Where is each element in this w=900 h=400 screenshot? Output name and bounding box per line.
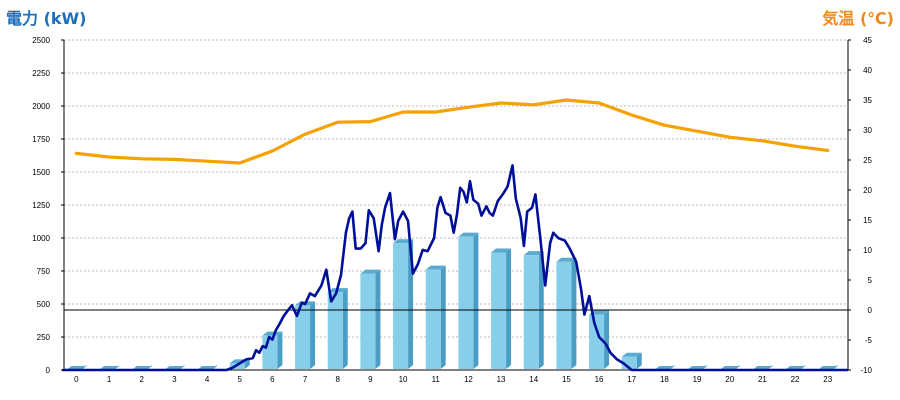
y-right-tick-label: 45: [863, 36, 872, 45]
power-bar: [425, 265, 446, 369]
y-right-tick-label: 10: [863, 246, 872, 255]
x-tick-label: 18: [660, 375, 669, 384]
y-right-tick-label: 25: [863, 156, 872, 165]
x-tick-label: 8: [336, 375, 341, 384]
power-bar-front: [262, 335, 278, 369]
right-axis-title: 気温 (℃): [822, 9, 894, 28]
power-bar: [458, 232, 479, 369]
power-bar-front: [556, 261, 572, 369]
y-right-tick-label: 30: [863, 126, 872, 135]
power-bar: [621, 352, 642, 369]
power-bar-top: [523, 251, 544, 256]
power-bar-side: [244, 359, 250, 369]
power-bar: [556, 257, 577, 369]
y-left-tick-label: 750: [37, 267, 51, 276]
x-tick-label: 15: [562, 375, 571, 384]
x-tick-label: 5: [238, 375, 243, 384]
y-left-tick-label: 250: [37, 333, 51, 342]
power-bar: [589, 310, 610, 369]
power-bar: [393, 239, 414, 369]
x-tick-label: 20: [725, 375, 734, 384]
x-tick-label: 23: [823, 375, 832, 384]
x-tick-label: 9: [368, 375, 373, 384]
x-tick-label: 19: [693, 375, 702, 384]
y-left-tick-label: 2250: [32, 69, 50, 78]
y-left-tick-label: 2500: [32, 36, 50, 45]
power-bar-side: [310, 301, 316, 369]
x-tick-label: 21: [758, 375, 767, 384]
power-bar-top: [458, 232, 479, 237]
temperature-line: [74, 98, 830, 165]
x-tick-label: 7: [303, 375, 308, 384]
x-tick-label: 6: [270, 375, 275, 384]
y-left-tick-label: 500: [37, 300, 51, 309]
y-left-tick-label: 2000: [32, 102, 50, 111]
y-right-tick-label: 40: [863, 66, 872, 75]
x-tick-label: 1: [107, 375, 112, 384]
power-bar-top: [621, 352, 642, 357]
power-bar-top: [589, 310, 610, 315]
power-bar-front: [360, 273, 376, 369]
y-left-tick-label: 1000: [32, 234, 50, 243]
x-tick-label: 10: [399, 375, 408, 384]
power-bars: [66, 232, 838, 370]
power-bar-side: [506, 248, 512, 369]
power-bar-front: [327, 292, 343, 369]
y-left-tick-label: 1500: [32, 168, 50, 177]
x-tick-label: 14: [529, 375, 538, 384]
x-tick-label: 0: [74, 375, 79, 384]
power-bar-top: [556, 257, 577, 262]
y-right-tick-label: 35: [863, 96, 872, 105]
grid: [64, 39, 848, 338]
power-bar-top: [262, 331, 283, 336]
y-right-tick-label: 5: [868, 276, 873, 285]
x-tick-label: 11: [432, 375, 441, 384]
power-bar-front: [523, 255, 539, 369]
power-bar: [327, 288, 348, 369]
power-bar-side: [604, 310, 610, 369]
power-bar-top: [393, 239, 414, 244]
series-lines: [61, 98, 849, 372]
x-tick-label: 12: [464, 375, 473, 384]
power-bar-side: [277, 331, 283, 369]
power-bar-top: [491, 248, 512, 253]
left-axis-title: 電力 (kW): [6, 9, 87, 28]
x-tick-label: 2: [140, 375, 145, 384]
y-right-tick-label: 0: [868, 306, 873, 315]
power-bar-side: [636, 352, 642, 369]
y-right-tick-label: 20: [863, 186, 872, 195]
y-left-tick-label: 1250: [32, 201, 50, 210]
power-bar-side: [342, 288, 348, 369]
power-line: [61, 164, 849, 372]
power-bar-front: [425, 269, 441, 369]
power-bar-front: [491, 252, 507, 369]
power-bar-side: [440, 265, 446, 369]
y-left-tick-label: 1750: [32, 135, 50, 144]
power-bar-top: [360, 269, 381, 274]
y-right-tick-label: -5: [865, 336, 873, 345]
power-bar: [360, 269, 381, 369]
power-bar-front: [295, 305, 311, 369]
power-bar-top: [425, 265, 446, 270]
power-bar-front: [589, 314, 605, 369]
x-tick-label: 16: [595, 375, 604, 384]
power-bar-side: [473, 232, 479, 369]
y-right-tick-label: -10: [860, 366, 872, 375]
x-tick-label: 3: [172, 375, 177, 384]
tick-labels: 02505007501000125015001750200022502500-1…: [32, 36, 872, 384]
y-left-tick-label: 0: [46, 366, 51, 375]
power-bar: [295, 301, 316, 369]
power-bar-side: [571, 257, 577, 369]
x-tick-label: 4: [205, 375, 210, 384]
power-bar-side: [375, 269, 381, 369]
x-tick-label: 13: [497, 375, 506, 384]
y-right-tick-label: 15: [863, 216, 872, 225]
x-tick-label: 22: [791, 375, 800, 384]
x-tick-label: 17: [627, 375, 636, 384]
power-bar: [491, 248, 512, 369]
power-bar-front: [458, 236, 474, 369]
power-bar-front: [393, 243, 409, 369]
